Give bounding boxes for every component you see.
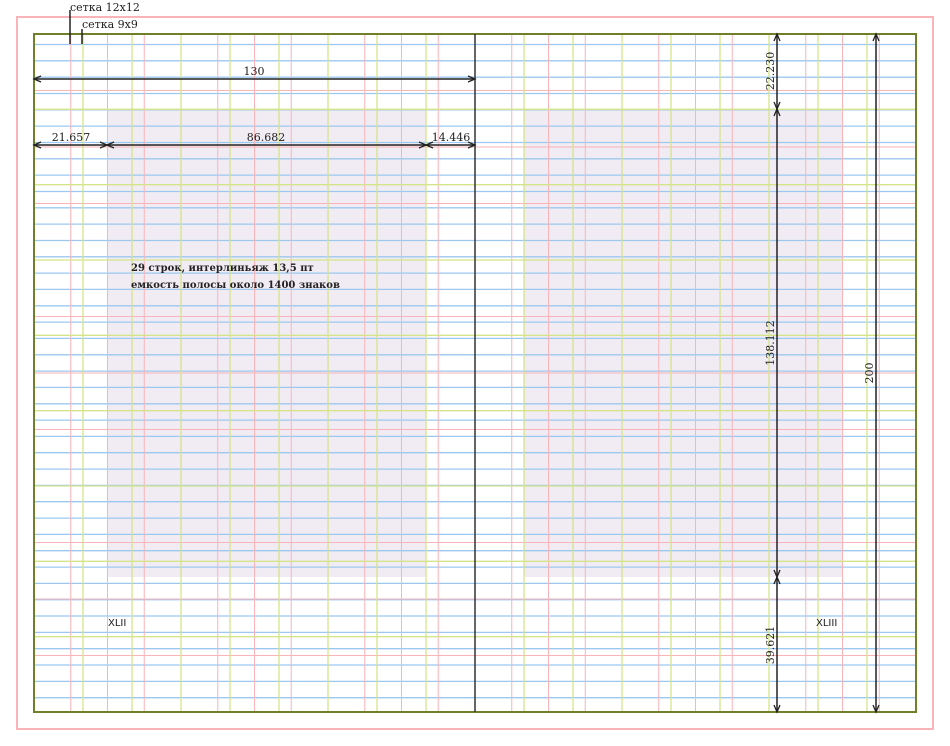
dim-page-height-arrow-end-arrowhead (872, 704, 880, 714)
legend-grid-9: сетка 9x9 (82, 18, 138, 31)
dim-page-width-label: 130 (244, 65, 265, 78)
dim-page-width-arrow-end-arrowhead (467, 75, 477, 83)
dim-inner-margin-arrow-end-arrowhead (467, 141, 477, 149)
dim-text-height-arrow-start-arrowhead (773, 107, 781, 117)
legend-grid-12: сетка 12x12 (70, 1, 140, 14)
dim-outer-margin-arrow-start-arrowhead (32, 141, 42, 149)
dim-bottom-margin-arrow-start-arrowhead (773, 575, 781, 585)
dimension-arrows (32, 32, 880, 714)
dim-text-width-label: 86.682 (247, 131, 286, 144)
dim-page-height-arrow-start-arrowhead (872, 32, 880, 42)
dim-bottom-margin-label: 39.621 (764, 626, 777, 665)
note-line-2: емкость полосы около 1400 знаков (131, 280, 340, 291)
text-block-left (107, 109, 426, 577)
dim-top-margin-label: 22.230 (764, 52, 777, 91)
dim-inner-margin-label: 14.446 (432, 131, 471, 144)
page-number-left: XLII (108, 618, 126, 629)
dim-outer-margin-label: 21.657 (52, 131, 91, 144)
dim-inner-margin-arrow-start-arrowhead (424, 141, 434, 149)
dim-page-height-label: 200 (863, 363, 876, 384)
note-line-1: 29 строк, интерлиньяж 13,5 пт (131, 263, 314, 274)
text-block-right (524, 109, 843, 577)
dim-text-height-label: 138.112 (764, 320, 777, 366)
dim-page-width-arrow-start-arrowhead (32, 75, 42, 83)
outer-trim-border (16, 16, 934, 730)
text-block-areas (107, 109, 843, 577)
page-number-right: XLIII (816, 618, 837, 629)
dim-text-width-arrow-start-arrowhead (105, 141, 115, 149)
dim-top-margin-arrow-start-arrowhead (773, 32, 781, 42)
dim-bottom-margin-arrow-end-arrowhead (773, 704, 781, 714)
